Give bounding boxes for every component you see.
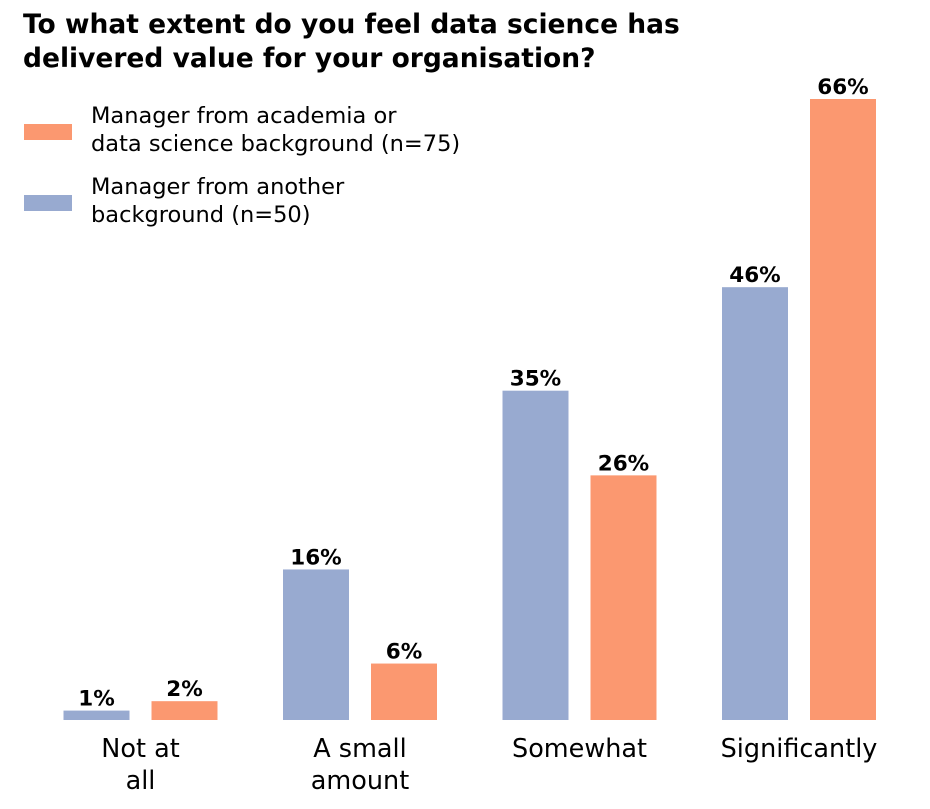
bar-label-other-a-small-amount: 16%: [290, 545, 341, 570]
legend-label-other: Manager from another background (n=50): [91, 174, 345, 228]
bar-academia-significantly: [810, 99, 876, 720]
x-tick-label-not-at-all: Not at all: [101, 734, 179, 796]
legend-swatch-other: [24, 195, 72, 211]
legend-label-academia: Manager from academia or data science ba…: [91, 103, 461, 157]
bar-label-other-significantly: 46%: [729, 263, 780, 288]
bar-label-other-not-at-all: 1%: [78, 687, 115, 712]
bar-academia-somewhat: [590, 475, 657, 720]
x-tick-label-a-small-amount: A small amount: [311, 734, 409, 796]
x-tick-label-somewhat: Somewhat: [512, 734, 647, 764]
bar-academia-a-small-amount: [371, 663, 437, 720]
bar-label-academia-significantly: 66%: [817, 75, 868, 100]
bar-other-significantly: [722, 287, 788, 720]
chart-title: To what extent do you feel data science …: [23, 9, 680, 74]
bar-label-academia-a-small-amount: 6%: [386, 640, 423, 665]
bar-label-other-somewhat: 35%: [510, 367, 561, 392]
bar-label-academia-somewhat: 26%: [598, 451, 649, 476]
bar-label-academia-not-at-all: 2%: [166, 677, 203, 702]
legend-item-academia: Manager from academia or data science ba…: [24, 102, 504, 162]
bar-other-somewhat: [502, 390, 569, 720]
x-tick-label-significantly: Significantly: [721, 734, 878, 764]
bar-other-not-at-all: [63, 710, 130, 720]
bar-academia-not-at-all: [151, 701, 218, 720]
legend-swatch-academia: [24, 124, 72, 140]
bar-other-a-small-amount: [283, 569, 349, 720]
legend-item-other: Manager from another background (n=50): [24, 173, 504, 233]
